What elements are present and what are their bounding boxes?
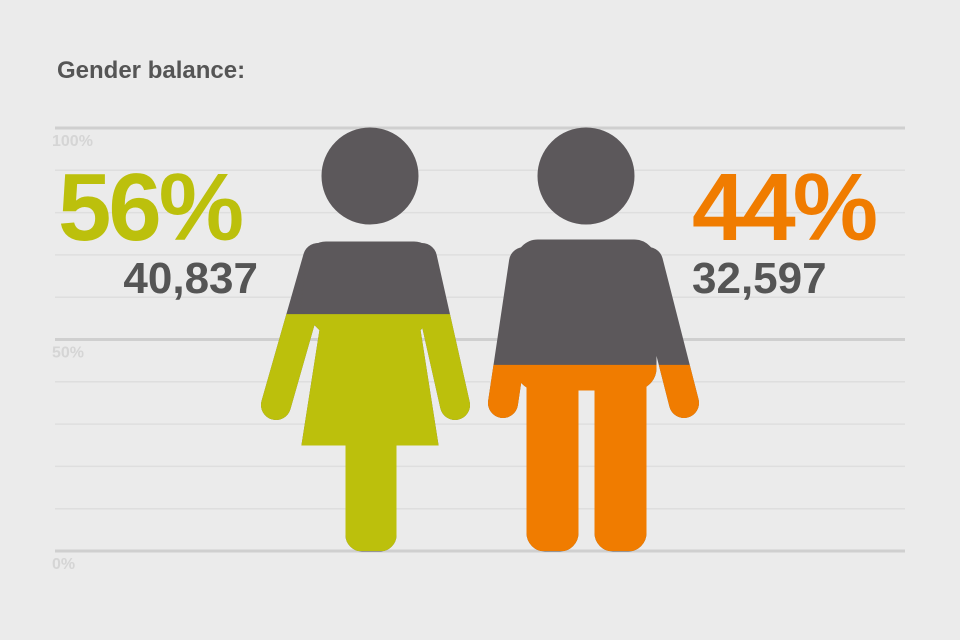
figure-fill xyxy=(0,364,960,551)
y-tick-label: 0% xyxy=(52,556,75,573)
percent-label: 44% xyxy=(692,154,876,261)
y-tick-label: 100% xyxy=(52,133,93,150)
count-label: 32,597 xyxy=(692,254,827,303)
count-label: 40,837 xyxy=(123,254,258,303)
chart-title: Gender balance: xyxy=(57,57,245,84)
percent-label: 56% xyxy=(58,154,242,261)
